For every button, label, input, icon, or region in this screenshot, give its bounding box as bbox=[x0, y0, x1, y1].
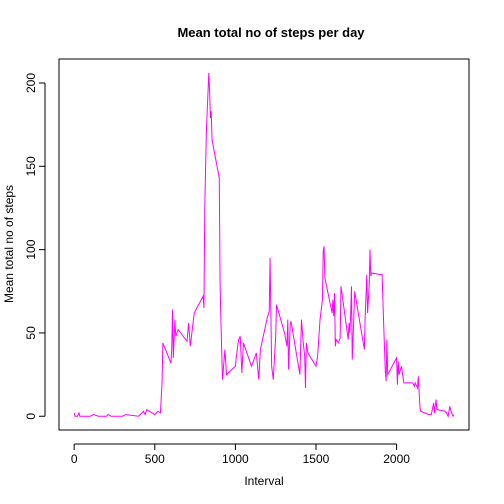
x-tick-label: 0 bbox=[71, 452, 78, 466]
plot-box bbox=[58, 58, 470, 431]
chart-title: Mean total no of steps per day bbox=[177, 25, 365, 40]
y-tick-label: 100 bbox=[24, 239, 38, 259]
x-tick-label: 1500 bbox=[303, 452, 330, 466]
x-tick-label: 1000 bbox=[222, 452, 249, 466]
y-tick-label: 50 bbox=[24, 326, 38, 340]
y-tick-label: 150 bbox=[24, 156, 38, 176]
y-axis-label: Mean total no of steps bbox=[2, 185, 16, 303]
y-tick-label: 0 bbox=[24, 413, 38, 420]
x-tick-label: 2000 bbox=[383, 452, 410, 466]
x-axis-label: Interval bbox=[244, 474, 283, 488]
y-tick-label: 200 bbox=[24, 73, 38, 93]
data-line bbox=[73, 72, 455, 418]
x-tick-label: 500 bbox=[145, 452, 165, 466]
